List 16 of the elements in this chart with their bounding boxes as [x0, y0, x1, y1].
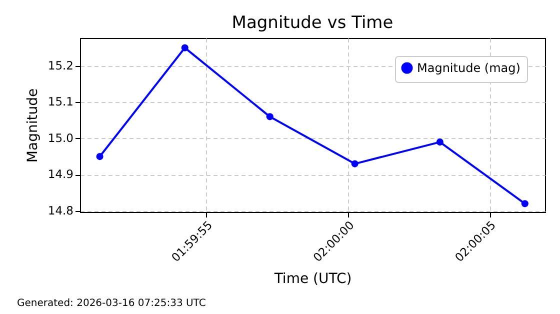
y-tick-label: 15.0 [48, 130, 74, 145]
text: Generated: 2026-03-16 07:25:33 UTC [17, 298, 206, 309]
point [96, 153, 104, 160]
point [521, 200, 528, 208]
y-tick-label: 14.8 [48, 203, 74, 218]
point [181, 44, 188, 52]
point [436, 138, 444, 146]
y-tick-label: 15.1 [48, 94, 74, 109]
x-axis-title: Time (UTC) [273, 271, 352, 288]
legend-label: Magnitude (mag) [417, 61, 520, 75]
point [266, 113, 274, 120]
y-tick-label: 15.2 [48, 58, 74, 72]
y-axis-title: Magnitude [24, 88, 41, 163]
chart-title: Magnitude vs Time [232, 13, 394, 33]
point [351, 160, 358, 168]
y-tick-label: 14.9 [48, 167, 74, 182]
